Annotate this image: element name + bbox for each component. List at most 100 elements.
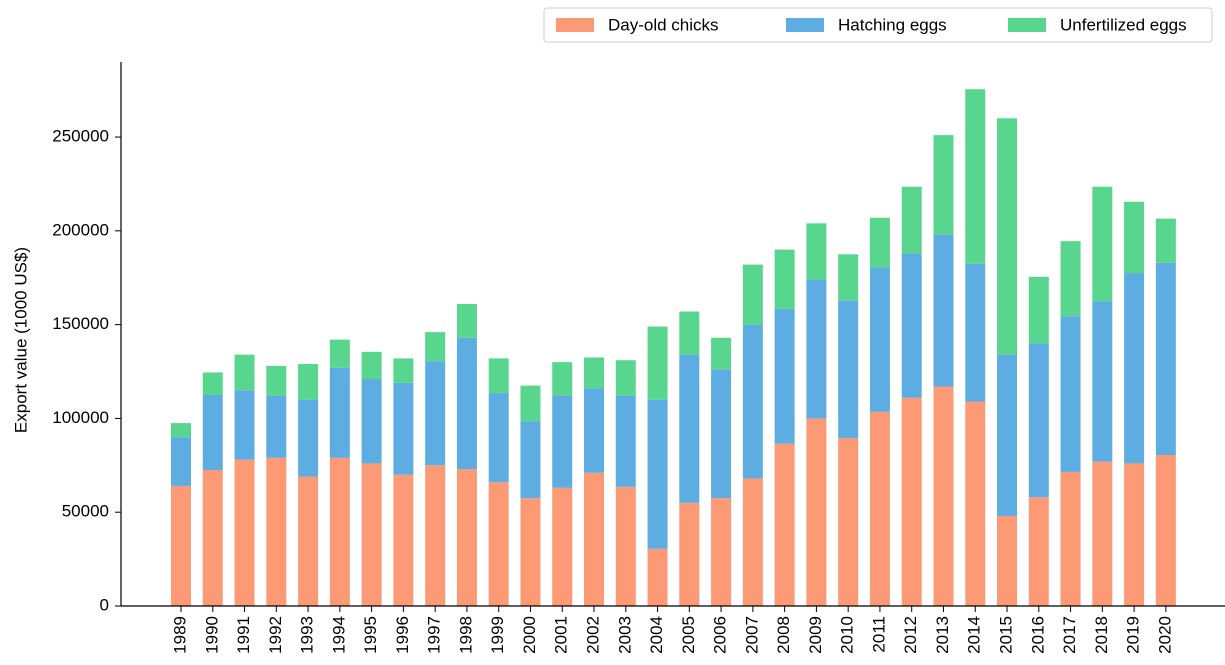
x-tick-label: 1990: [202, 616, 221, 654]
bar-segment: [711, 498, 732, 606]
bar-segment: [1155, 218, 1176, 263]
bar-segment: [234, 354, 255, 391]
bar-segment: [456, 469, 477, 606]
bar-segment: [393, 358, 414, 383]
x-tick-label: 2017: [1060, 616, 1079, 654]
bar-segment: [965, 401, 986, 606]
y-tick-label: 0: [100, 595, 109, 614]
bar-segment: [266, 395, 287, 458]
legend-label: Day-old chicks: [608, 15, 719, 34]
bar-segment: [584, 472, 605, 606]
bar-segment: [869, 217, 890, 268]
bar-segment: [933, 135, 954, 235]
bar-segment: [1060, 241, 1081, 317]
bar-segment: [933, 234, 954, 387]
bar-segment: [234, 459, 255, 606]
bar-segment: [838, 254, 859, 301]
legend-swatch: [1008, 18, 1046, 32]
bar-segment: [615, 360, 636, 396]
bar-segment: [202, 470, 223, 606]
bar-segment: [488, 358, 509, 394]
x-tick-label: 2009: [806, 616, 825, 654]
bar-segment: [171, 437, 191, 486]
bar-segment: [456, 303, 477, 338]
legend-label: Unfertilized eggs: [1060, 15, 1187, 34]
bar-segment: [806, 279, 827, 419]
bar-segment: [997, 515, 1018, 606]
bar-segment: [679, 354, 700, 503]
bar-segment: [171, 485, 191, 606]
x-tick-label: 1993: [298, 616, 317, 654]
bar-segment: [488, 393, 509, 483]
bar-segment: [266, 365, 287, 396]
bar-segment: [202, 394, 223, 470]
bar-segment: [1092, 186, 1113, 302]
x-tick-label: 2007: [742, 616, 761, 654]
x-tick-label: 2001: [552, 616, 571, 654]
bar-segment: [806, 418, 827, 606]
bar-segment: [1124, 463, 1145, 606]
legend: Day-old chicks Hatching eggs Unfertilized …: [543, 7, 1213, 43]
bar-segment: [965, 89, 986, 264]
bar-segment: [838, 300, 859, 439]
bar-segment: [361, 463, 382, 606]
bar-segment: [266, 457, 287, 606]
x-tick-label: 1998: [456, 616, 475, 654]
x-tick-label: 2015: [997, 616, 1016, 654]
bar-segment: [584, 388, 605, 473]
bar-segment: [520, 421, 541, 499]
x-tick-label: 1994: [329, 616, 348, 654]
bar-segment: [742, 264, 763, 325]
bar-segment: [520, 385, 541, 422]
bar-segment: [361, 351, 382, 380]
y-tick-label: 100000: [52, 408, 109, 427]
bar-segment: [742, 324, 763, 479]
x-tick-label: 1995: [361, 616, 380, 654]
x-tick-label: 2013: [933, 616, 952, 654]
bar-segment: [774, 249, 795, 309]
bar-segment: [997, 118, 1018, 355]
x-tick-label: 2005: [679, 616, 698, 654]
bar-segment: [1060, 471, 1081, 606]
bar-segment: [520, 498, 541, 606]
bar-segment: [488, 482, 509, 606]
bar-segment: [552, 487, 573, 606]
bar-segment: [869, 411, 890, 606]
y-axis-label: Export value (1000 US$): [11, 247, 30, 433]
bar-segment: [1060, 316, 1081, 472]
bar-segment: [329, 457, 350, 606]
x-tick-label: 1992: [266, 616, 285, 654]
bar-segment: [425, 465, 446, 606]
bar-segment: [361, 379, 382, 464]
bar-segment: [552, 395, 573, 488]
bar-segment: [901, 253, 922, 398]
bar-segment: [1028, 497, 1049, 606]
legend-label: Hatching eggs: [838, 15, 947, 34]
bar-segment: [298, 476, 319, 606]
bar-segment: [393, 474, 414, 606]
bar-segment: [329, 367, 350, 458]
bar-segment: [1028, 276, 1049, 344]
x-tick-label: 2012: [901, 616, 920, 654]
bar-segment: [1092, 301, 1113, 462]
legend-swatch: [786, 18, 824, 32]
bar-segment: [1124, 273, 1145, 464]
x-tick-label: 2010: [838, 616, 857, 654]
legend-frame: [543, 7, 1213, 43]
bar-segment: [615, 486, 636, 606]
bar-segment: [774, 308, 795, 444]
bar-segment: [647, 548, 668, 606]
bar-segment: [997, 354, 1018, 516]
bar-segment: [425, 332, 446, 362]
bar-segment: [584, 357, 605, 389]
bar-segment: [901, 186, 922, 254]
bar-segment: [838, 438, 859, 606]
x-tick-label: 2011: [869, 616, 888, 653]
x-tick-label: 2018: [1092, 616, 1111, 654]
y-tick-label: 200000: [52, 220, 109, 239]
x-tick-label: 2016: [1028, 616, 1047, 654]
bar-segment: [425, 361, 446, 466]
bar-segment: [679, 502, 700, 606]
bar-segment: [552, 362, 573, 396]
